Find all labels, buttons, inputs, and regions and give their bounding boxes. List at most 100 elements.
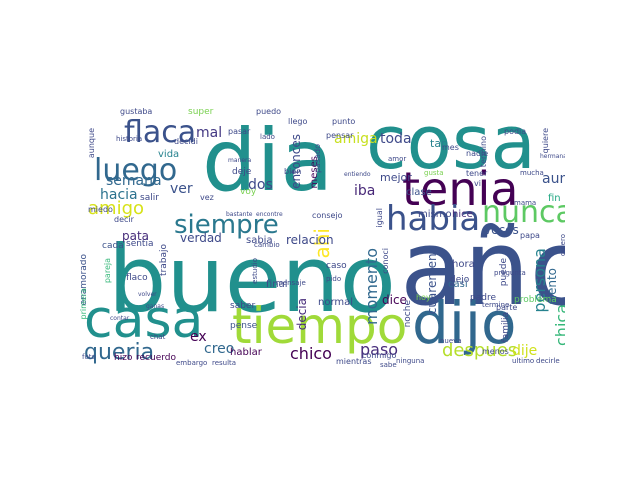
word: miedo: [88, 205, 113, 214]
word: voy: [240, 187, 257, 197]
word: fin: [548, 193, 561, 204]
word: ultimo: [512, 357, 535, 365]
word: caso: [326, 261, 347, 271]
word: dos: [248, 177, 273, 193]
word: hablar: [230, 347, 262, 358]
word: llego: [288, 117, 308, 126]
word: semana: [106, 173, 162, 189]
word: tenia: [402, 162, 519, 216]
word: conmigo: [362, 351, 397, 360]
word: chat: [150, 333, 166, 341]
word: dije: [512, 343, 538, 359]
word: salir: [140, 193, 159, 203]
word: papa: [520, 231, 540, 240]
word: chico: [290, 344, 332, 363]
word: cambio: [254, 241, 280, 249]
word: resulta: [212, 359, 237, 367]
word: decir: [114, 215, 134, 224]
word: bien: [284, 167, 302, 176]
word: ninguna: [396, 357, 425, 365]
word: vi: [474, 179, 481, 188]
word: contar: [110, 315, 130, 322]
word: veces: [484, 223, 519, 237]
word: sabe: [380, 361, 397, 369]
word: amor: [388, 155, 407, 163]
word: paso: [360, 340, 399, 359]
word: parte: [496, 303, 518, 312]
word: conoci: [381, 248, 390, 274]
word: nadie: [466, 149, 489, 158]
word: decidi: [174, 137, 198, 146]
word: termine: [482, 301, 510, 309]
word: hizo: [114, 353, 133, 363]
word: luego: [94, 153, 178, 188]
word: aunque: [87, 128, 96, 159]
word: quiere: [541, 128, 550, 154]
word: pasado: [313, 144, 322, 174]
word: hice: [452, 209, 473, 220]
word: toda: [380, 131, 412, 147]
word: flaco: [126, 273, 148, 283]
word: año: [400, 207, 565, 329]
word: dia: [202, 111, 334, 211]
word: pregunta: [494, 269, 526, 277]
word: momento: [362, 248, 381, 326]
word: volver: [138, 291, 157, 298]
word: embargo: [176, 359, 208, 367]
word: mientras: [336, 357, 372, 366]
word: cosa: [366, 108, 536, 186]
word: ver: [170, 181, 193, 197]
word: foto: [82, 353, 96, 361]
word: familia: [501, 312, 511, 343]
word: gusta: [424, 169, 444, 177]
word: despues: [442, 340, 518, 361]
word: creo: [204, 341, 235, 357]
word: chica: [552, 304, 565, 346]
word: sentia: [126, 239, 154, 249]
word: mensaje: [276, 279, 306, 287]
word: hoy: [416, 293, 431, 302]
word: mal: [196, 125, 223, 141]
word: encontre: [256, 211, 283, 218]
word: bastante: [226, 211, 253, 218]
word: trabajo: [159, 244, 169, 276]
word: verdad: [180, 231, 222, 245]
word: amiga: [334, 131, 378, 147]
word: noche: [403, 300, 413, 328]
word: hora: [452, 259, 475, 270]
word: ganas: [146, 303, 165, 310]
word: queria: [84, 340, 155, 365]
word: siempre: [174, 210, 279, 240]
word: sabia: [246, 235, 273, 246]
word: pasar: [228, 127, 251, 136]
word: problema: [514, 295, 557, 305]
word: quiero: [559, 234, 565, 257]
word: clase: [406, 187, 432, 198]
word: hacia: [100, 187, 138, 203]
word: casi: [448, 279, 468, 290]
word-cloud: año bueno cosa dia tiempo dijo casa teni…: [80, 108, 565, 370]
word: pensar: [326, 131, 354, 140]
word: super: [188, 108, 214, 117]
word: casa: [84, 290, 204, 350]
word: hermana: [540, 153, 565, 160]
word: ex: [190, 329, 207, 345]
word: menos: [482, 347, 509, 356]
word: mejor: [380, 171, 412, 184]
word: saber: [230, 301, 256, 311]
word: dijo: [412, 289, 517, 357]
word: vida: [158, 149, 180, 160]
word: pense: [230, 321, 258, 331]
word: consejo: [312, 211, 343, 220]
word: manera: [228, 157, 252, 164]
word: iba: [354, 183, 376, 199]
word: aun: [542, 171, 565, 187]
word: gustaba: [120, 108, 153, 116]
word: puedo: [256, 108, 282, 116]
word: tan: [430, 137, 449, 150]
word: decirle: [536, 357, 560, 365]
word: mismo: [418, 209, 452, 220]
word: termino: [479, 136, 488, 168]
word: punto: [332, 117, 356, 126]
word: podia: [504, 127, 527, 136]
